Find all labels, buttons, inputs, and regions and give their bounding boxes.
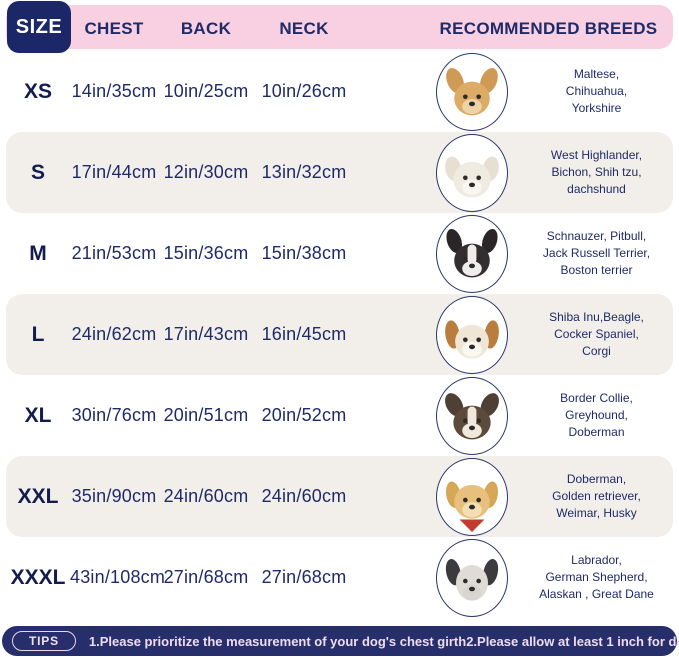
back-value: 12in/30cm [163, 162, 249, 182]
neck-value: 10in/26cm [261, 81, 347, 101]
column-header-neck: NECK [279, 19, 329, 38]
table-header: SIZE CHEST BACK NECK RECOMMENDED BREEDS [6, 1, 673, 53]
breeds-list: Doberman, Golden retriever, Weimar, Husk… [552, 472, 641, 520]
breeds-list: West Highlander, Bichon, Shih tzu, dachs… [550, 148, 643, 196]
chihuahua-icon [446, 67, 498, 115]
great-dane-photo [436, 538, 508, 617]
tips-badge: TIPS [12, 631, 76, 651]
size-table-body: XS 14in/35cm 10in/25cm 10in/26cm [6, 51, 673, 618]
breeds-list: Schnauzer, Pitbull, Jack Russell Terrier… [542, 229, 651, 277]
size-label: M [29, 241, 47, 265]
chest-value: 17in/44cm [71, 162, 157, 182]
beagle-photo [436, 295, 508, 374]
border-collie-icon [445, 392, 499, 439]
breeds-list: Maltese, Chihuahua, Yorkshire [565, 67, 628, 115]
column-header-back: BACK [180, 19, 232, 38]
size-label: XXL [17, 484, 59, 508]
size-label: S [30, 160, 45, 184]
chest-value: 30in/76cm [71, 405, 157, 425]
chest-value: 35in/90cm [71, 486, 157, 506]
boston-terrier-icon [446, 228, 498, 277]
size-label: XL [24, 403, 52, 427]
breeds-list: Labrador, German Shepherd, Alaskan , Gre… [539, 553, 654, 601]
beagle-icon [445, 319, 499, 358]
table-row-xxl: XXL 35in/90cm 24in/60cm 24in/60cm [6, 456, 673, 537]
chest-value: 24in/62cm [71, 324, 157, 344]
back-value: 15in/36cm [163, 243, 249, 263]
breeds-list: Border Collie, Greyhound, Doberman [560, 391, 633, 439]
neck-value: 13in/32cm [261, 162, 347, 182]
back-value: 24in/60cm [163, 486, 249, 506]
back-value: 17in/43cm [163, 324, 249, 344]
border-collie-photo [436, 376, 508, 455]
bichon-photo [436, 133, 508, 212]
bichon-icon [445, 156, 499, 197]
chihuahua-photo [436, 52, 508, 131]
chest-value: 43in/108cm [70, 567, 166, 587]
neck-value: 24in/60cm [261, 486, 347, 506]
size-label: XXXL [10, 565, 66, 589]
tips-bar: TIPS 1.Please prioritize the measurement… [2, 626, 679, 656]
size-label: XS [23, 79, 52, 103]
chest-value: 14in/35cm [71, 81, 157, 101]
neck-value: 15in/38cm [261, 243, 347, 263]
boston-terrier-photo [436, 214, 508, 293]
column-header-breeds: RECOMMENDED BREEDS [439, 19, 658, 38]
table-row-l: L 24in/62cm 17in/43cm 16in/45cm [6, 294, 673, 375]
table-row-xl: XL 30in/76cm 20in/51cm 20in/52cm [6, 375, 673, 456]
tip-2-text: 2.Please allow at least 1 inch for dog's… [466, 633, 679, 649]
back-value: 10in/25cm [163, 81, 249, 101]
back-value: 20in/51cm [163, 405, 249, 425]
breeds-list: Shiba Inu,Beagle, Cocker Spaniel, Corgi [549, 310, 644, 358]
table-row-m: M 21in/53cm 15in/36cm 15in/38cm [6, 213, 673, 294]
table-row-s: S 17in/44cm 12in/30cm 13in/32cm [6, 132, 673, 213]
back-value: 27in/68cm [163, 567, 249, 587]
size-label: L [31, 322, 45, 346]
chest-value: 21in/53cm [71, 243, 157, 263]
table-row-xs: XS 14in/35cm 10in/25cm 10in/26cm [6, 51, 673, 132]
size-column-badge: SIZE [7, 1, 71, 53]
neck-value: 16in/45cm [261, 324, 347, 344]
golden-retriever-icon [445, 480, 499, 532]
great-dane-icon [445, 558, 499, 601]
table-row-xxxl: XXXL 43in/108cm 27in/68cm 27in/68cm [6, 537, 673, 618]
tip-1-text: 1.Please prioritize the measurement of y… [88, 633, 467, 649]
neck-value: 20in/52cm [261, 405, 347, 425]
neck-value: 27in/68cm [261, 567, 347, 587]
column-header-chest: CHEST [84, 19, 144, 38]
golden-retriever-photo [436, 457, 508, 536]
